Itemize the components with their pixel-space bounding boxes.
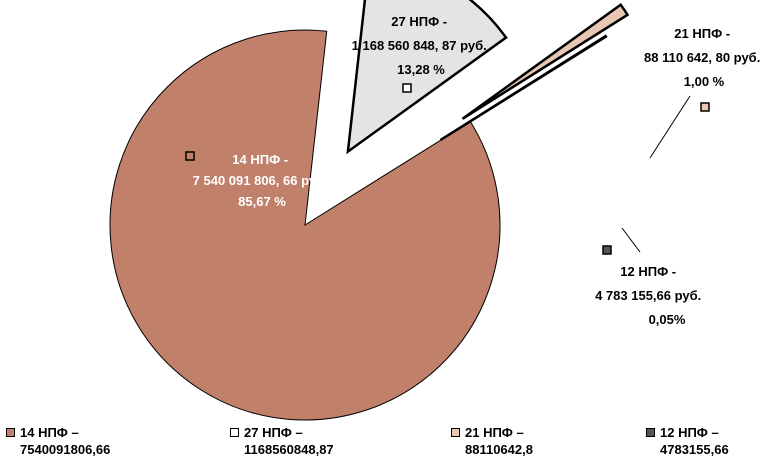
pie-slice [346,0,508,155]
legend-value: 1168560848,87 [244,442,334,457]
slice-label-percent: 0,05% [649,312,686,327]
label-marker [700,102,710,112]
chart-legend: 14 НПФ – 7540091806,66 27 НПФ – 11685608… [0,424,781,464]
label-markers [185,83,710,255]
legend-swatch [646,428,655,437]
slice-label-27-npf: 27 НПФ - 1 168 560 848, 87 руб. 13,28 % [352,14,491,77]
pie-slice [439,34,608,142]
slice-label-name: 21 НПФ - [674,26,730,41]
pie-slice [461,2,630,120]
leader-line [621,227,641,253]
legend-label: 14 НПФ – [20,425,79,440]
legend-swatch [6,428,15,437]
slice-label-percent: 13,28 % [397,62,445,77]
slice-label-percent: 1,00 % [684,74,725,89]
legend-label: 12 НПФ – [660,425,719,440]
legend-label: 21 НПФ – [465,425,524,440]
legend-value: 88110642,8 [465,442,533,457]
slice-label-14-npf: 14 НПФ - 7 540 091 806, 66 руб. 85,67 % [193,152,332,209]
legend-value: 4783155,66 [660,442,729,457]
slice-label-12-npf: 12 НПФ - 4 783 155,66 руб. 0,05% [595,264,705,327]
legend-label: 27 НПФ – [244,425,303,440]
slice-label-name: 12 НПФ - [620,264,676,279]
slice-label-name: 27 НПФ - [391,14,447,29]
pie-slices [109,0,630,421]
leader-line [649,95,691,159]
slice-label-percent: 85,67 % [238,194,286,209]
legend-swatch [451,428,460,437]
slice-label-name: 14 НПФ - [232,152,288,167]
legend-value: 7540091806,66 [20,442,111,457]
pie-slice [109,29,501,421]
slice-label-21-npf: 21 НПФ - 88 110 642, 80 руб. 1,00 % [644,26,764,89]
leader-lines [621,95,691,253]
label-marker [185,151,195,161]
slice-label-value: 88 110 642, 80 руб. [644,50,760,65]
legend-swatch [230,428,239,437]
slice-label-value: 7 540 091 806, 66 руб. [193,173,328,188]
slice-label-value: 4 783 155,66 руб. [595,288,701,303]
slice-label-value: 1 168 560 848, 87 руб. [352,38,487,53]
label-marker [602,245,612,255]
label-marker [402,83,412,93]
